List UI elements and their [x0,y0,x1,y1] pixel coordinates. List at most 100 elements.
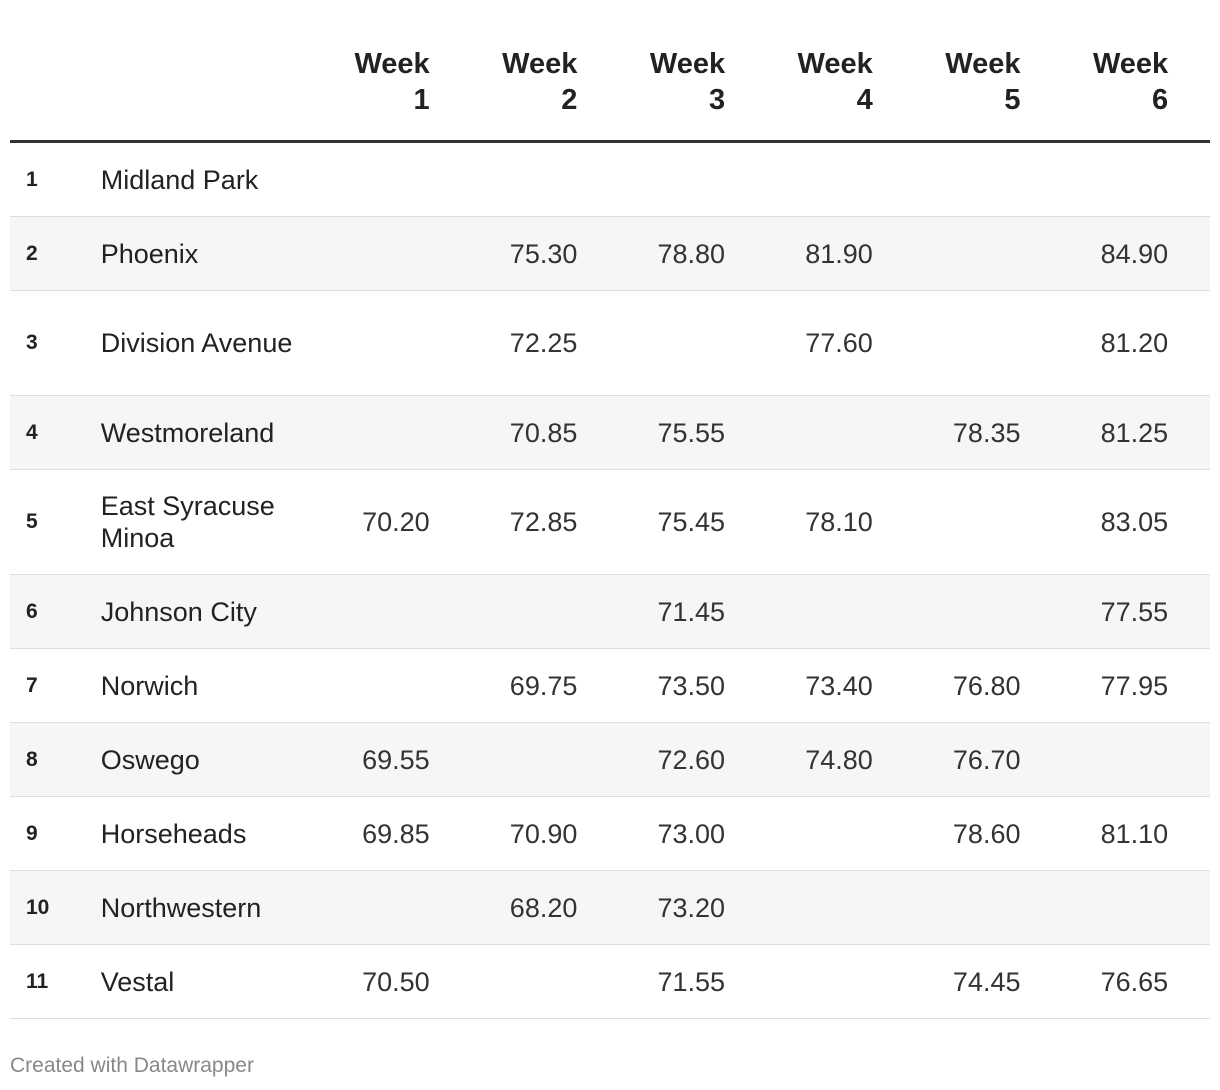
team-name-cell: Horseheads [100,796,316,871]
score-cell: 78.80 [611,216,760,291]
rank-cell: 5 [10,469,101,575]
score-cell: 7 [1202,574,1210,649]
score-cell: 81.10 [1054,796,1203,871]
score-cell: 74.45 [906,944,1055,1019]
score-cell: 73.20 [611,870,760,945]
score-cell: 8 [1202,469,1210,575]
score-cell: 84.90 [1054,216,1203,291]
header-rank [10,0,101,143]
score-cell: 71.45 [611,574,760,649]
header-team [100,0,316,143]
score-cell: 74.80 [759,722,907,797]
column-header: Week7 [1202,0,1210,143]
score-cell [611,290,760,396]
table-row: 5 East Syracuse Minoa 70.20 72.85 75.45 78.10… [10,469,1210,575]
column-header-number: 7 [1202,82,1210,118]
score-cell: 76.70 [906,722,1055,797]
rank-cell: 1 [10,141,101,217]
score-cell: 78.60 [906,796,1055,871]
team-name-cell: Phoenix [100,216,316,291]
score-cell [1054,870,1203,945]
score-cell [759,870,907,945]
score-cell [759,141,907,217]
team-name-cell: Norwich [100,648,316,723]
column-header: Week 1 [315,0,464,143]
column-header-number: 3 [708,84,726,116]
score-cell: 76.65 [1054,944,1203,1019]
score-cell [315,648,464,723]
team-name-cell: Northwestern [100,870,316,945]
score-cell: 81.20 [1054,290,1203,396]
column-header-number: 6 [1152,84,1169,116]
score-cell [906,290,1055,396]
data-table-container: Week1Week2Week3Week4Week5Week6Week7 1Mid… [10,0,1210,1040]
score-cell: 70.20 [315,469,464,575]
score-cell [759,796,907,871]
score-cell [315,141,464,217]
score-cell: 77.95 [1054,648,1203,723]
team-name-cell: East Syracuse Minoa [100,469,316,575]
score-cell [1202,796,1210,871]
score-cell: 75.55 [611,395,760,470]
rank-cell: 10 [10,870,101,945]
score-cell: 8 [1202,395,1210,470]
score-cell: 7 [1202,944,1210,1019]
score-cell [315,870,464,945]
score-cell [315,290,464,396]
score-cell [315,395,464,470]
team-name-cell: Johnson City [100,574,316,649]
rank-cell: 8 [10,722,101,797]
score-cell [906,574,1055,649]
column-header-label: Week [797,48,873,80]
score-cell: 78.10 [759,469,907,575]
score-cell [1054,141,1203,217]
rank-cell: 9 [10,796,101,871]
score-cell [759,574,907,649]
column-header: Week 3 [611,0,760,143]
rank-cell: 4 [10,395,101,470]
score-cell [315,574,464,649]
column-header: Week 2 [463,0,612,143]
score-cell: 8 [1202,722,1210,797]
score-cell: 8 [1202,870,1210,945]
team-name-cell: Oswego [100,722,316,797]
score-cell [906,141,1055,217]
column-header: Week 4 [759,0,907,143]
column-header-label: Week [354,48,430,80]
column-header-number: 2 [561,84,578,116]
rank-cell: 2 [10,216,101,291]
rank-cell: 7 [10,648,101,723]
score-cell: 71.55 [611,944,760,1019]
score-cell: 70.85 [463,395,612,470]
score-cell: 68.20 [463,870,612,945]
datawrapper-credit: Created with Datawrapper [10,1054,254,1077]
column-header-label: Week [502,48,578,80]
column-header: Week 5 [906,0,1055,143]
score-cell [759,395,907,470]
column-header-label: Week [649,48,726,80]
score-cell: 72.60 [611,722,760,797]
score-cell: 70.50 [315,944,464,1019]
column-header-label: Week [945,48,1021,80]
score-cell: 69.75 [463,648,612,723]
score-cell [315,216,464,291]
rank-cell: 6 [10,574,101,649]
rankings-table: Week1Week2Week3Week4Week5Week6Week7 1Mid… [10,0,1210,1019]
score-cell: 69.85 [315,796,464,871]
team-name-cell: Division Avenue [100,290,316,396]
score-cell: 73.00 [611,796,760,871]
score-cell: 73.40 [759,648,907,723]
column-header-number: 4 [856,84,873,116]
score-cell: 77.55 [1054,574,1203,649]
score-cell: 77.60 [759,290,907,396]
score-cell [463,141,612,217]
header-row: Week 1 Week 2 Week 3 Week 4 Week 5 Week 6 Week7 [10,0,1210,143]
score-cell: 8 [1202,290,1210,396]
